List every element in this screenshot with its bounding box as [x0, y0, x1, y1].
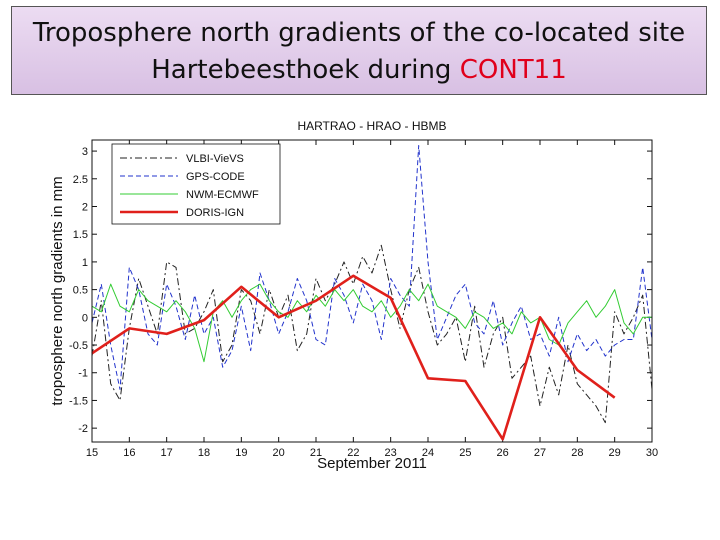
- y-tick-label: 3: [82, 146, 88, 158]
- x-tick-label: 26: [497, 447, 509, 459]
- legend-label: DORIS-IGN: [186, 207, 244, 219]
- slide-title: Troposphere north gradients of the co-lo…: [11, 6, 707, 95]
- x-tick-labels: 15 16 17 18 19 20 21 22 23 24 25 26 27 28 29 30: [86, 447, 658, 459]
- title-line-1: Troposphere north gradients of the co-lo…: [32, 18, 686, 48]
- x-tick-label: 24: [422, 447, 434, 459]
- x-axis-label: September 2011: [317, 455, 427, 472]
- x-tick-label: 17: [161, 447, 173, 459]
- x-tick-label: 23: [385, 447, 397, 459]
- series-line-vlbi-vievs: [91, 244, 653, 424]
- legend-label: GPS-CODE: [186, 171, 245, 183]
- x-tick-label: 29: [609, 447, 621, 459]
- chart-title: HARTRAO - HRAO - HBMB: [297, 119, 446, 133]
- series-line-gps-code: [91, 145, 653, 390]
- title-line-2-prefix: Hartebeesthoek during: [151, 55, 460, 85]
- x-tick-label: 22: [347, 447, 359, 459]
- x-tick-label: 28: [571, 447, 583, 459]
- y-tick-label: -0.5: [69, 340, 88, 352]
- y-tick-label: 2.5: [73, 174, 88, 186]
- series-line-doris-ign: [91, 274, 616, 441]
- x-tick-label: 25: [459, 447, 471, 459]
- legend: VLBI-VieVS GPS-CODE NWM-ECMWF DORIS-IGN: [111, 143, 281, 225]
- y-axis-label: troposphere north gradients in mm: [49, 176, 66, 405]
- y-tick-label: 2: [82, 201, 88, 213]
- x-tick-label: 30: [646, 447, 658, 459]
- y-tick-label: -1.5: [69, 395, 88, 407]
- x-tick-label: 27: [534, 447, 546, 459]
- x-tick-label: 18: [198, 447, 210, 459]
- legend-label: NWM-ECMWF: [186, 189, 259, 201]
- x-tick-label: 20: [273, 447, 285, 459]
- legend-box: [111, 143, 281, 225]
- y-tick-label: 0: [82, 312, 88, 324]
- x-tick-label: 16: [123, 447, 135, 459]
- series-layer: [91, 145, 653, 441]
- plot-frame: [91, 139, 653, 443]
- x-tick-label: 15: [86, 447, 98, 459]
- axis-ticks: [91, 140, 653, 442]
- x-tick-label: 19: [235, 447, 247, 459]
- y-tick-label: 1.5: [73, 229, 88, 241]
- y-tick-label: -1: [78, 368, 88, 380]
- y-tick-labels: -2 -1.5 -1 -0.5 0 0.5 1 1.5 2 2.5 3: [69, 146, 88, 435]
- y-tick-label: 1: [82, 257, 88, 269]
- north-gradients-chart: 15 16 17 18 19 20 21 22 23 24 25 26 27 28 29 30 -2-1.5-…: [49, 119, 658, 472]
- y-tick-label: 0.5: [73, 285, 88, 297]
- x-tick-label: 21: [310, 447, 322, 459]
- title-highlight: CONT11: [459, 55, 567, 85]
- legend-label: VLBI-VieVS: [186, 153, 244, 165]
- title-line-2: Hartebeesthoek during CONT11: [12, 52, 706, 89]
- y-tick-label: -2: [78, 423, 88, 435]
